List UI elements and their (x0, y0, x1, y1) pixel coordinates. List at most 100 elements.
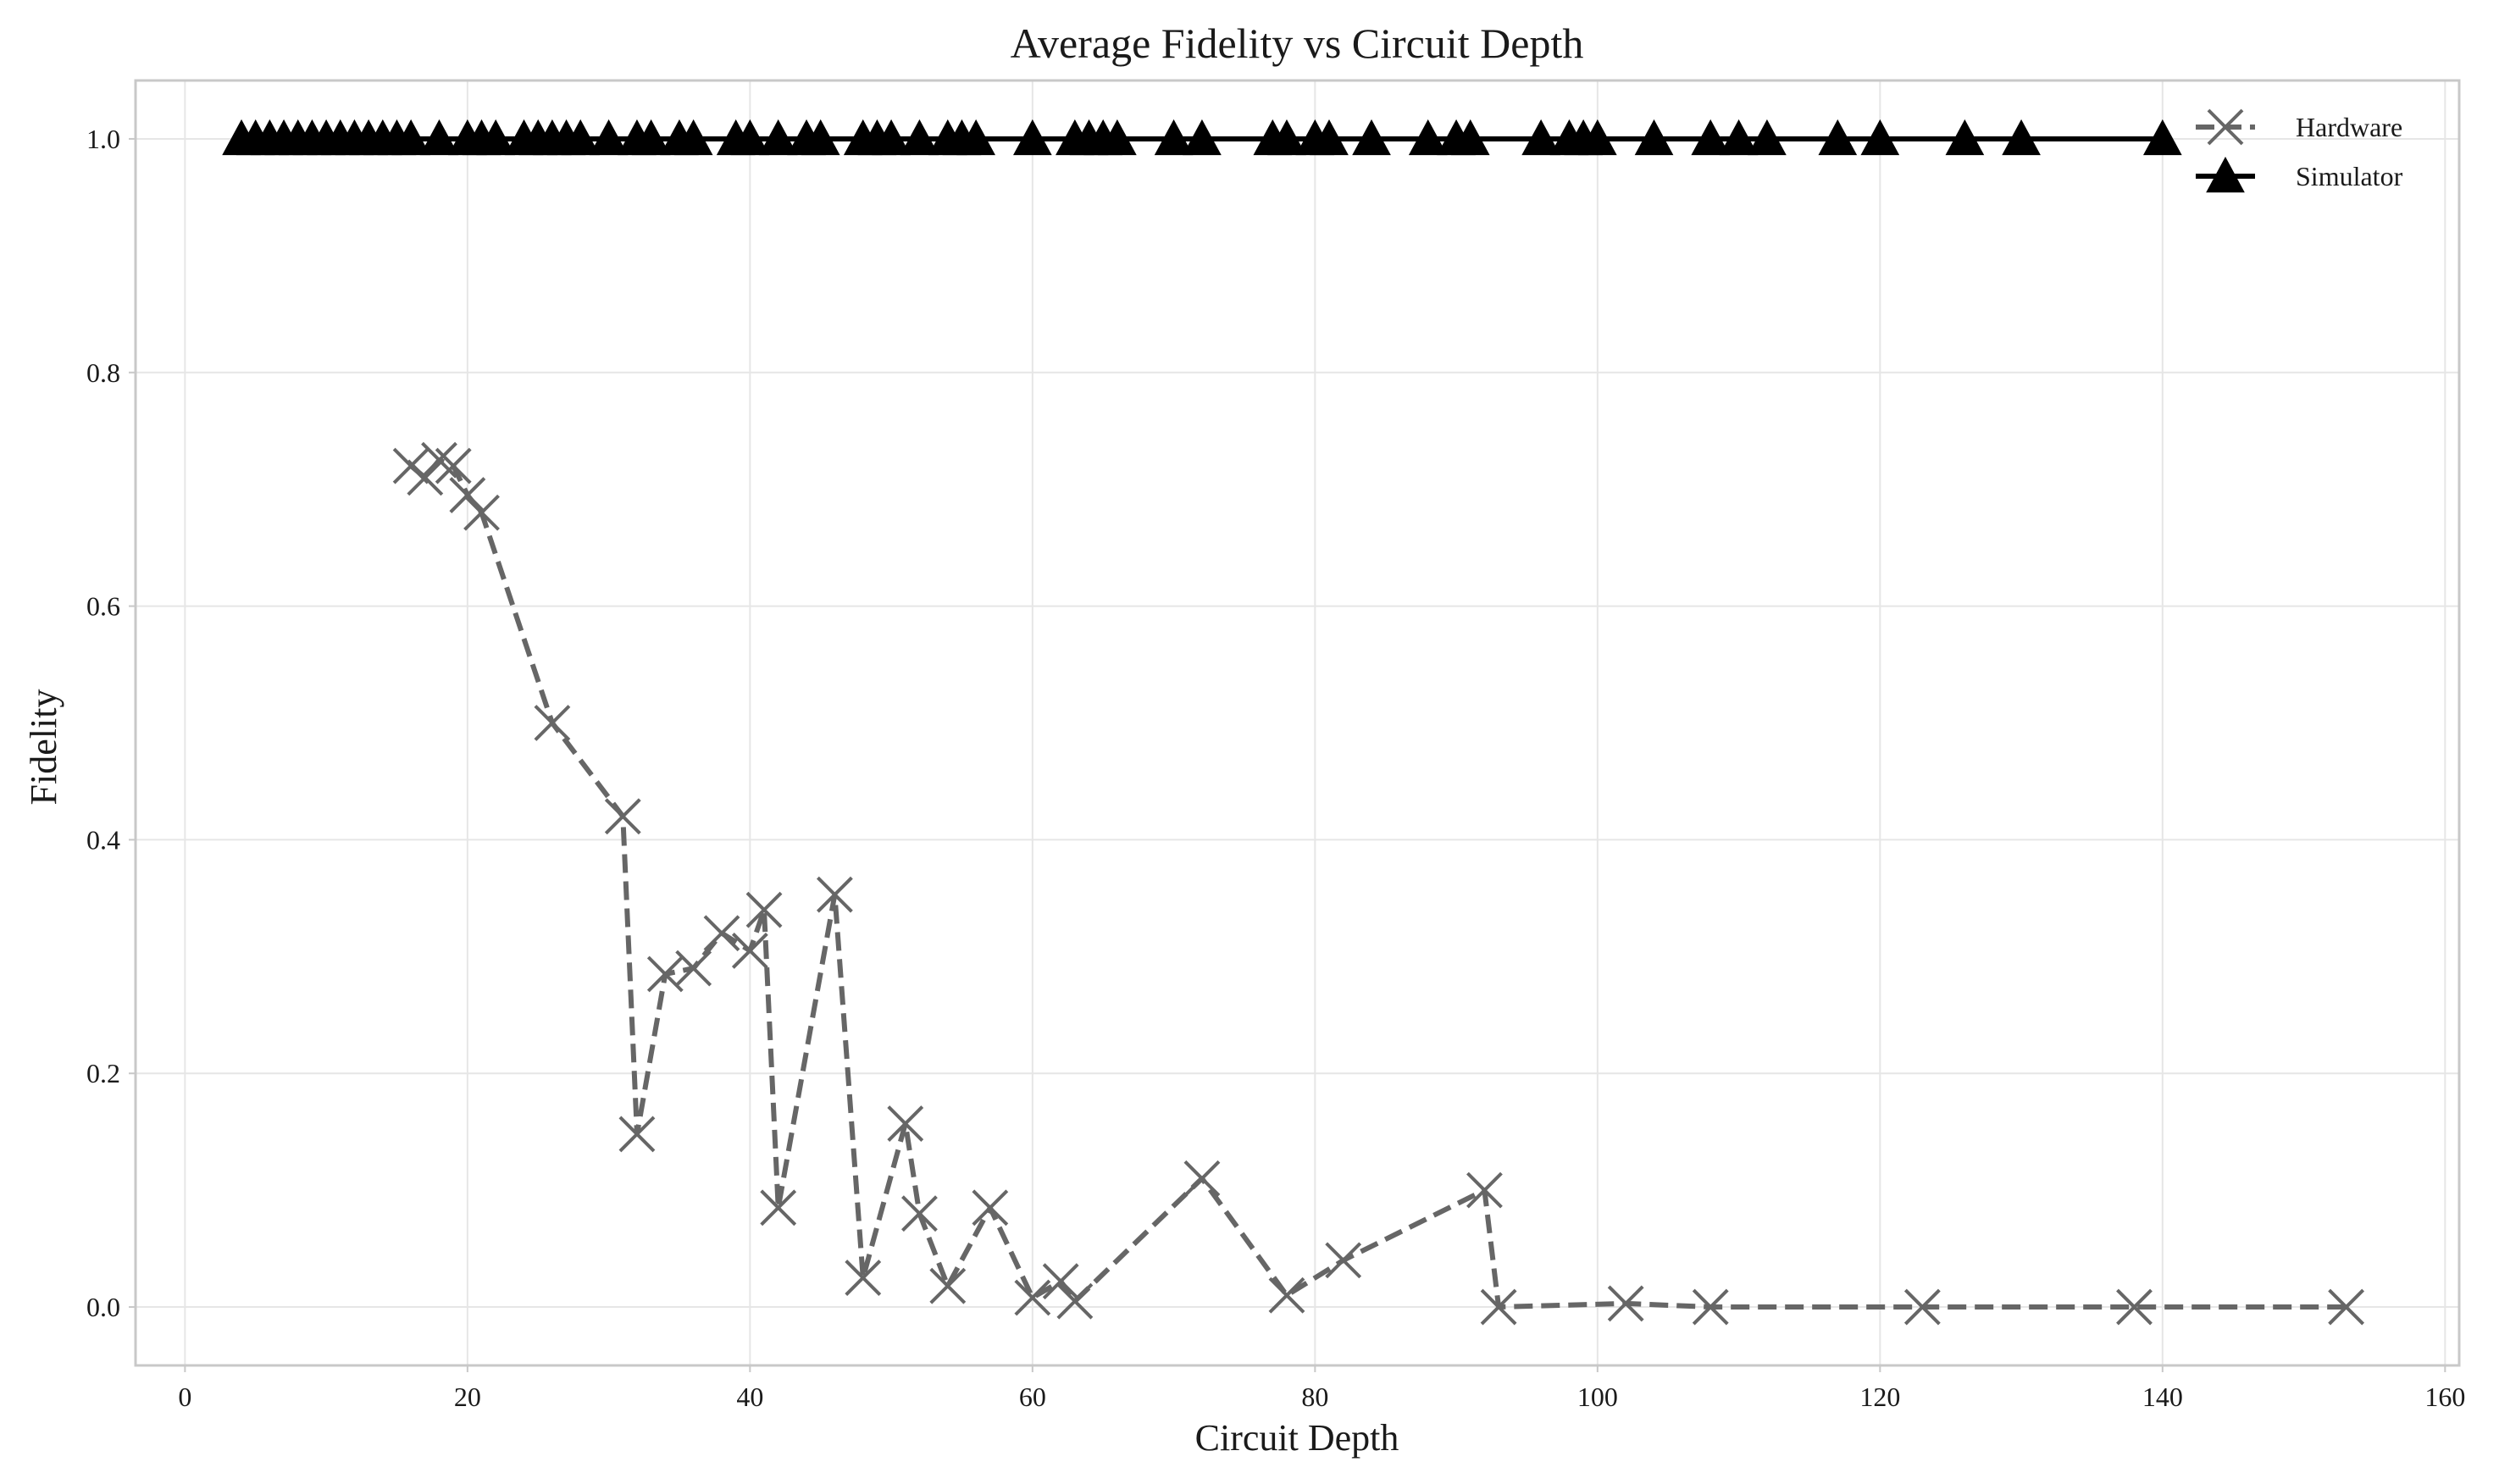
hardware-point (1325, 1242, 1362, 1279)
simulator-point (631, 119, 671, 156)
y-tick-label: 0.4 (86, 824, 120, 855)
y-axis-label: Fidelity (23, 689, 64, 806)
x-tick-label: 100 (1577, 1382, 1618, 1412)
hardware-point (618, 1116, 656, 1153)
hardware-point (2116, 1288, 2153, 1326)
simulator-point (1267, 119, 1306, 156)
hardware-point (745, 891, 783, 928)
simulator-point (391, 119, 430, 156)
hardware-point (845, 1260, 882, 1296)
simulator-point (1748, 119, 1787, 156)
simulator-point (1310, 119, 1349, 156)
simulator-point (1450, 119, 1490, 156)
hardware-point (1183, 1160, 1221, 1197)
hardware-point (449, 477, 486, 513)
simulator-point (900, 119, 939, 156)
hardware-point (421, 441, 457, 479)
x-tick-label: 120 (1859, 1382, 1900, 1412)
simulator-point (1098, 119, 1137, 156)
hardware-point (463, 494, 500, 531)
x-tick-label: 140 (2142, 1382, 2183, 1412)
series-layer (222, 119, 2365, 1326)
simulator-point (1945, 119, 1985, 156)
simulator-point (2142, 119, 2182, 156)
simulator-point (1013, 119, 1052, 156)
simulator-point (1719, 119, 1759, 156)
hardware-point (1480, 1288, 1517, 1326)
chart-title: Average Fidelity vs Circuit Depth (1011, 19, 1584, 67)
hardware-point (703, 915, 740, 952)
hardware-point (760, 1189, 797, 1227)
hardware-point (929, 1267, 967, 1304)
x-axis-label: Circuit Depth (1195, 1417, 1399, 1459)
simulator-point (1408, 119, 1448, 156)
legend-item-simulator: Simulator (2196, 156, 2403, 193)
simulator-point (1578, 119, 1617, 156)
grid (136, 80, 2459, 1365)
hardware-series (392, 441, 2365, 1326)
hardware-point (731, 933, 768, 969)
y-tick-label: 0.6 (86, 591, 120, 622)
legend-marker-simulator (2206, 156, 2245, 193)
simulator-point (476, 119, 516, 156)
simulator-point (1352, 119, 1391, 156)
simulator-point (561, 119, 601, 156)
hardware-point (534, 705, 571, 741)
hardware-point (1014, 1279, 1051, 1316)
hardware-point (604, 798, 641, 835)
hardware-point (1056, 1282, 1094, 1320)
simulator-point (1521, 119, 1560, 156)
y-tick-label: 0.8 (86, 357, 120, 388)
simulator-point (956, 119, 995, 156)
y-tick-label: 1.0 (86, 124, 120, 154)
y-tick-label: 0.2 (86, 1058, 120, 1088)
simulator-point (1634, 119, 1674, 156)
hardware-point (407, 459, 444, 496)
hardware-point (972, 1189, 1009, 1227)
simulator-point (1818, 119, 1858, 156)
simulator-point (419, 119, 459, 156)
legend: Hardware Simulator (2196, 108, 2403, 193)
hardware-point (435, 447, 472, 485)
legend-label-simulator: Simulator (2296, 161, 2403, 191)
simulator-point (2002, 119, 2041, 156)
simulator-point (758, 119, 798, 156)
hardware-point (1466, 1171, 1503, 1209)
hardware-point (1692, 1288, 1729, 1326)
x-tick-label: 160 (2424, 1382, 2465, 1412)
hardware-line (409, 457, 2347, 1310)
simulator-point (1860, 119, 1900, 156)
hardware-point (2328, 1288, 2365, 1326)
plot-frame (134, 79, 2461, 1367)
x-axis: 0 20 40 60 80 100 120 140 160 (178, 1365, 2465, 1412)
hardware-point (1042, 1263, 1079, 1300)
simulator-point (1691, 119, 1731, 156)
x-tick-label: 60 (1019, 1382, 1046, 1412)
simulator-point (730, 119, 770, 156)
legend-label-hardware: Hardware (2296, 112, 2402, 142)
hardware-point (1903, 1288, 1941, 1326)
simulator-point (673, 119, 713, 156)
y-tick-label: 0.0 (86, 1292, 120, 1322)
y-axis: 0.0 0.2 0.4 0.6 0.8 1.0 (86, 124, 136, 1322)
simulator-point (589, 119, 629, 156)
legend-item-hardware: Hardware (2196, 108, 2402, 146)
hardware-point (646, 955, 684, 993)
legend-marker-hardware (2207, 108, 2244, 146)
hardware-point (887, 1105, 924, 1142)
x-tick-label: 80 (1301, 1382, 1328, 1412)
x-tick-label: 20 (454, 1382, 481, 1412)
simulator-series (222, 119, 2182, 156)
hardware-point (675, 950, 712, 987)
simulator-point (801, 119, 840, 156)
hardware-point (1607, 1285, 1644, 1322)
simulator-point (1183, 119, 1222, 156)
hardware-point (392, 447, 429, 485)
hardware-point (1268, 1276, 1305, 1314)
x-tick-label: 40 (736, 1382, 763, 1412)
hardware-point (901, 1195, 938, 1232)
simulator-point (1154, 119, 1194, 156)
simulator-point (872, 119, 911, 156)
x-tick-label: 0 (178, 1382, 191, 1412)
